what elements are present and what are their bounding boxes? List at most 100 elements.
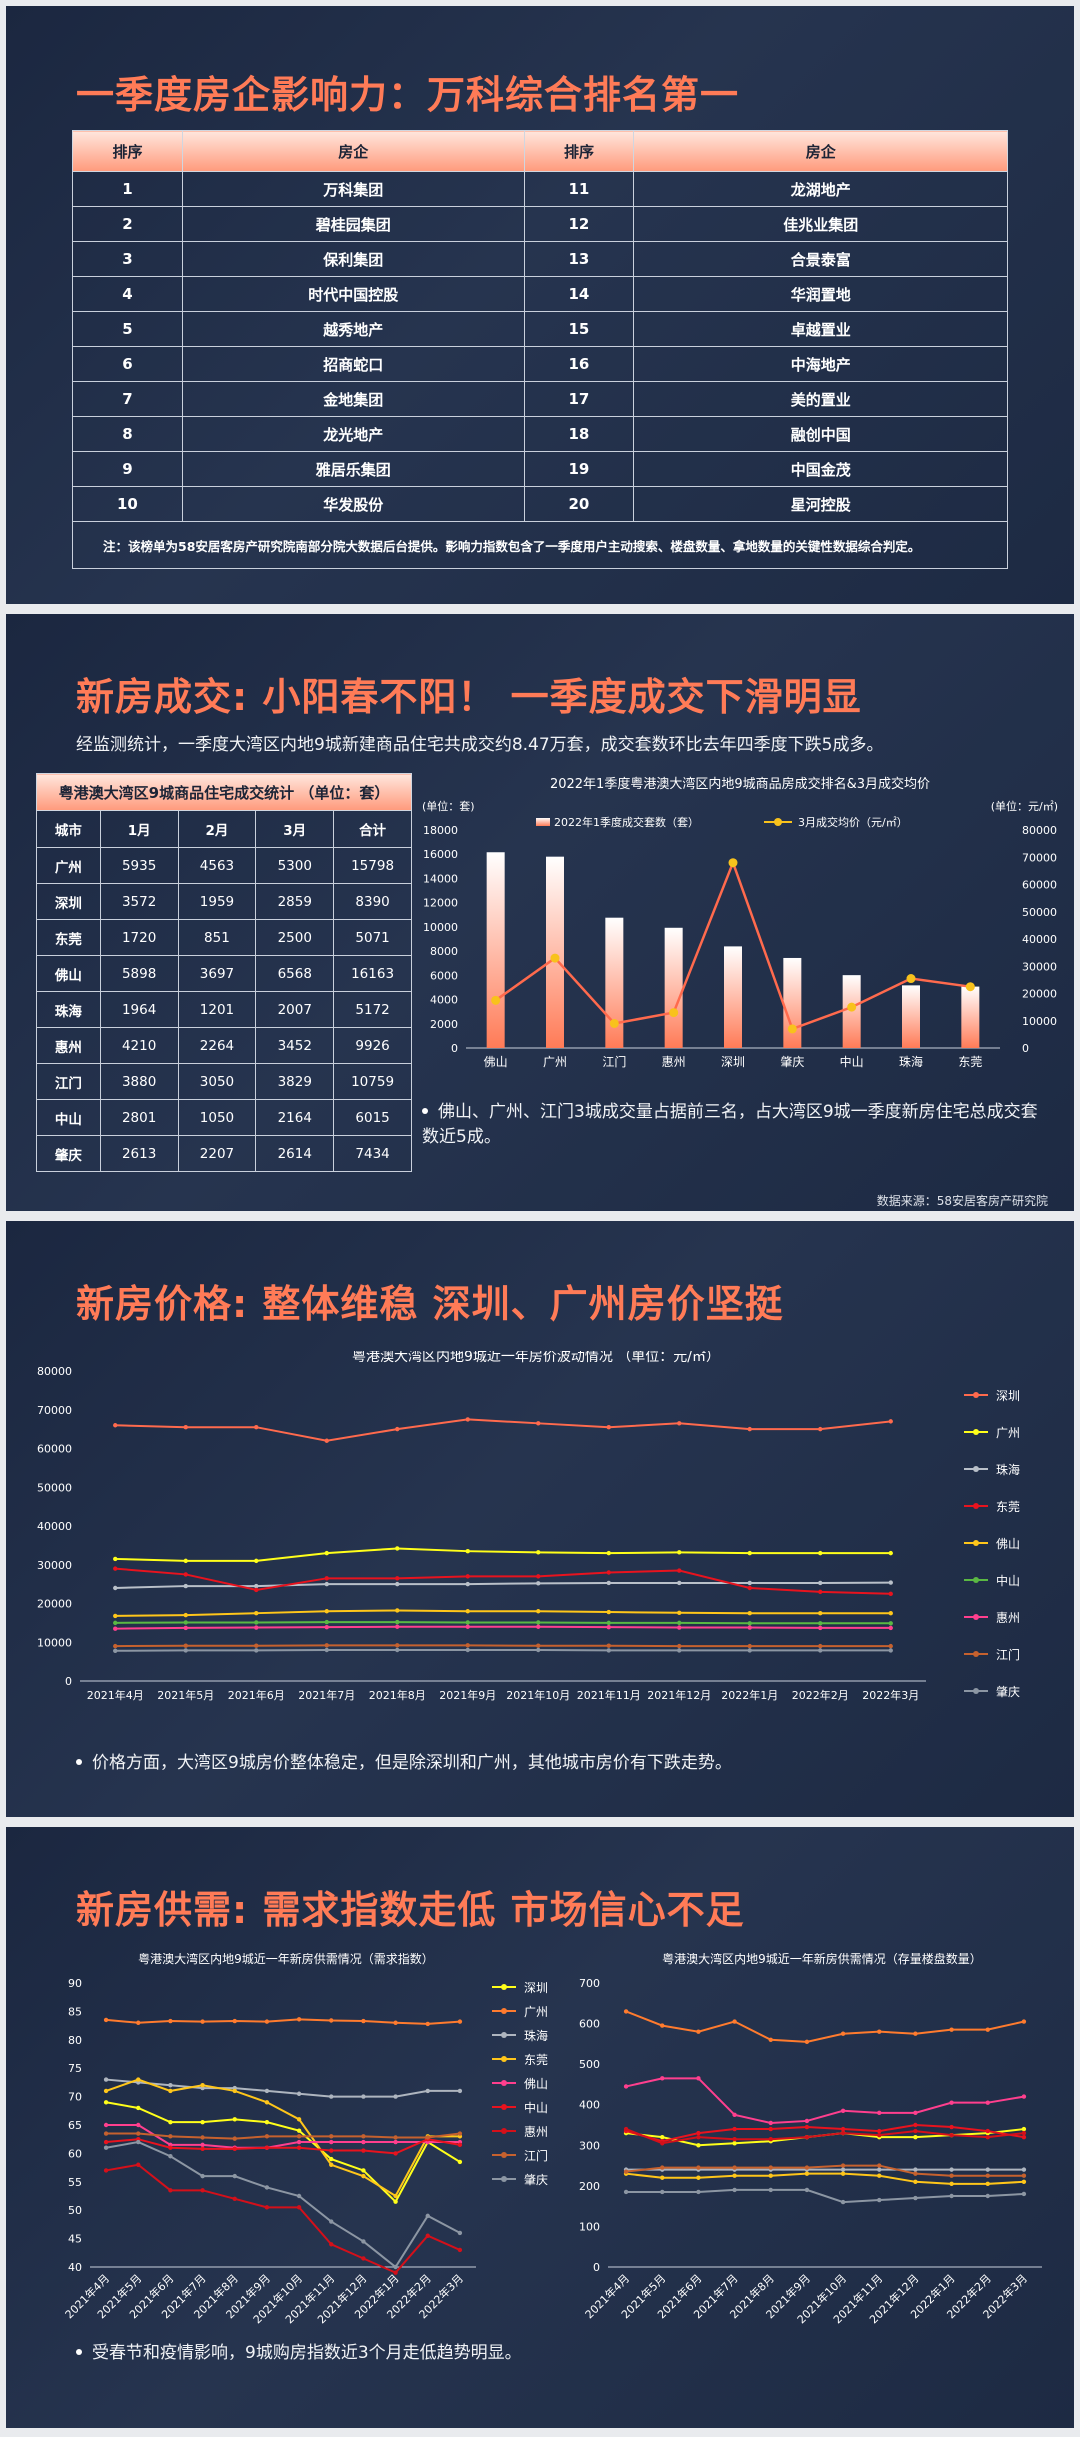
series-point-江门 (361, 2134, 366, 2139)
series-point-江门 (696, 2165, 701, 2170)
series-point-肇庆 (393, 2264, 398, 2270)
value-cell: 851 (177, 919, 257, 956)
series-point-广州 (425, 2021, 430, 2027)
y2-tick-label: 70000 (1022, 851, 1057, 864)
series-point-中山 (818, 1621, 823, 1626)
series-point-广州 (136, 2020, 141, 2025)
series-line-深圳 (115, 1418, 891, 1442)
y-tick-label: 20000 (37, 1598, 72, 1611)
series-point-惠州 (324, 1624, 329, 1630)
series-point-佛山 (949, 2100, 954, 2105)
series-point-深圳 (296, 2128, 302, 2133)
rank-cell: 1 (72, 171, 183, 207)
slide-new-home-sales: 新房成交: 小阳春不阳！ 一季度成交下滑明显 经监测统计，一季度大湾区内地9城新… (6, 614, 1074, 1211)
legend-label-中山: 中山 (996, 1573, 1020, 1588)
y-tick-label: 75 (68, 2062, 82, 2075)
legend-marker-江门 (973, 1651, 979, 1657)
series-point-惠州 (103, 2168, 109, 2173)
series-point-珠海 (113, 1585, 118, 1591)
series-point-广州 (623, 2009, 629, 2014)
series-point-惠州 (677, 1625, 682, 1630)
table-row: 珠海 1964 1201 2007 5172 (36, 991, 412, 1028)
legend-label-东莞: 东莞 (996, 1500, 1020, 1514)
series-point-惠州 (804, 2134, 810, 2140)
series-point-深圳 (324, 1438, 329, 1443)
city-cell: 东莞 (36, 919, 101, 956)
series-point-东莞 (913, 2179, 918, 2184)
company-cell: 金地集团 (181, 381, 525, 417)
series-point-肇庆 (840, 2199, 846, 2205)
series-line-深圳 (625, 2128, 1025, 2147)
series-point-佛山 (113, 1613, 118, 1619)
series-point-珠海 (361, 2094, 366, 2099)
series-point-佛山 (696, 2076, 701, 2081)
series-point-东莞 (254, 1587, 259, 1593)
series-point-东莞 (103, 2088, 109, 2094)
legend-marker-惠州 (501, 2128, 507, 2134)
series-point-深圳 (168, 2119, 173, 2125)
x-tick-label: 肇庆 (780, 1054, 804, 1069)
series-point-中山 (877, 2128, 882, 2134)
series-point-广州 (395, 1546, 400, 1551)
sales-header-1: 1月 (99, 810, 179, 848)
series-point-广州 (200, 2019, 205, 2024)
series-point-中山 (254, 1620, 259, 1625)
series-point-珠海 (264, 2088, 270, 2094)
value-cell: 1959 (177, 883, 257, 920)
series-point-中山 (183, 1620, 188, 1625)
series-point-东莞 (732, 2173, 737, 2178)
series-point-江门 (264, 2134, 270, 2139)
legend-label-广州: 广州 (524, 2005, 548, 2019)
rank-cell: 2 (72, 206, 183, 242)
title-part-1: 新房成交: 小阳春不阳！ (76, 675, 497, 719)
legend-label-广州: 广州 (996, 1426, 1020, 1440)
series-point-江门 (200, 2135, 205, 2140)
x-tick-label: 珠海 (899, 1054, 923, 1069)
series-point-东莞 (361, 2173, 366, 2179)
series-point-江门 (818, 1643, 823, 1649)
value-cell: 2500 (255, 919, 335, 956)
series-point-广州 (732, 2019, 737, 2024)
series-point-广州 (393, 2020, 398, 2025)
table-row: 广州 5935 4563 5300 15798 (36, 847, 412, 884)
y-tick-label: 80 (68, 2034, 82, 2047)
value-cell: 5300 (255, 847, 335, 884)
city-cell: 惠州 (36, 1027, 101, 1064)
y-tick-label: 2000 (430, 1018, 458, 1031)
company-cell: 融创中国 (633, 416, 1008, 452)
series-point-广州 (103, 2017, 109, 2023)
chart-title: 粤港澳大湾区内地9城近一年新房供需情况（存量楼盘数量） (662, 1953, 982, 1966)
series-point-东莞 (985, 2181, 990, 2187)
table-row: 东莞 1720 851 2500 5071 (36, 919, 412, 956)
series-point-珠海 (606, 1580, 611, 1586)
x-tick-label: 2022年1月 (721, 1688, 778, 1702)
series-point-深圳 (606, 1424, 611, 1430)
series-point-江门 (913, 2171, 918, 2176)
value-cell: 16163 (333, 955, 412, 992)
slide-title: 新房供需: 需求指数走低 市场信心不足 (76, 1879, 745, 1934)
series-point-江门 (168, 2134, 173, 2139)
y-tick-label: 70000 (37, 1404, 72, 1417)
series-point-江门 (393, 2135, 398, 2140)
series-point-江门 (232, 2136, 237, 2141)
price-point-肇庆 (787, 1024, 797, 1034)
series-point-深圳 (1021, 2126, 1027, 2132)
series-point-肇庆 (696, 2189, 701, 2195)
value-cell: 2164 (255, 1099, 335, 1136)
y-tick-label: 40 (68, 2261, 82, 2274)
series-point-惠州 (747, 1625, 752, 1630)
series-point-东莞 (768, 2173, 773, 2178)
table-row: 10 华发股份 20 星河控股 (72, 486, 1008, 522)
rank-cell: 5 (72, 311, 183, 347)
table-row: 惠州 4210 2264 3452 9926 (36, 1027, 412, 1064)
series-point-深圳 (254, 1424, 259, 1430)
bullet-dot (76, 2348, 82, 2355)
slide-ranking: 一季度房企影响力：万科综合排名第一 排序 房企 排序 房企 1 万科集团 11 龙湖地产 2 碧… (6, 6, 1074, 604)
series-point-东莞 (1021, 2179, 1027, 2184)
rank-cell: 12 (523, 206, 635, 242)
supply-bullet: 受春节和疫情影响，9城购房指数近3个月走低趋势明显。 (76, 2341, 1036, 2366)
value-cell: 5935 (99, 847, 179, 884)
series-point-惠州 (696, 2134, 701, 2140)
series-point-肇庆 (254, 1648, 259, 1653)
y-tick-label: 16000 (423, 848, 458, 861)
